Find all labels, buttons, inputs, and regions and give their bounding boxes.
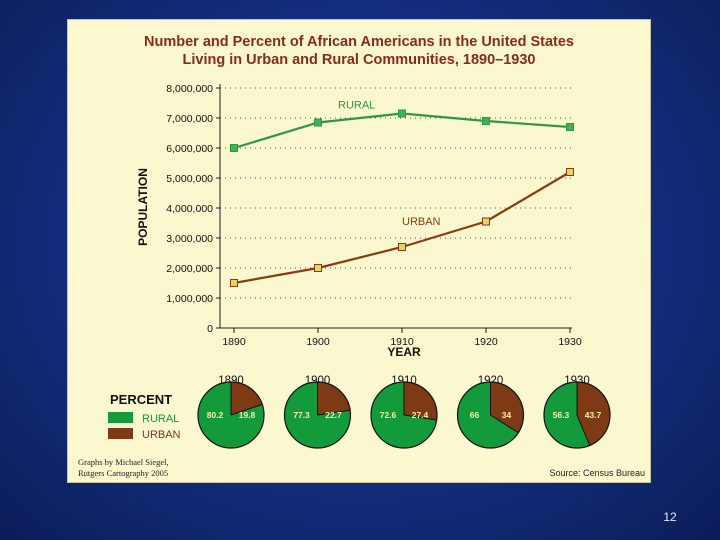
x-tick-label: 1910	[390, 336, 414, 348]
y-tick-label: 1,000,000	[166, 293, 213, 305]
chart-subtitle: Living in Urban and Rural Communities, 1…	[183, 52, 536, 68]
grid-layer	[220, 87, 572, 299]
y-tick-label: 5,000,000	[166, 173, 213, 185]
legend-swatch-urban	[108, 428, 133, 439]
data-point	[482, 217, 490, 226]
series-layer: RURAL URBAN	[230, 100, 574, 287]
legend-label-rural: RURAL	[142, 413, 179, 425]
series-label-urban: URBAN	[402, 216, 441, 228]
axis-layer: 0 1,000,000 2,000,000 3,000,000 4,000,000 5,0…	[166, 83, 582, 348]
x-tick-label: 1920	[474, 336, 498, 348]
data-point	[398, 243, 406, 251]
legend-swatch-rural	[108, 412, 133, 423]
pie-value-urban: 22.7	[325, 410, 342, 420]
y-tick-label: 0	[207, 323, 213, 335]
pie-value-urban: 34	[502, 410, 512, 420]
y-tick-label: 8,000,000	[166, 83, 213, 95]
y-tick-label: 4,000,000	[166, 203, 213, 215]
pie-value-rural: 80.2	[207, 410, 224, 420]
pie-slice-urban	[317, 382, 351, 415]
y-tick-label: 7,000,000	[166, 113, 213, 125]
pie-value-rural: 72.6	[380, 410, 397, 420]
data-point	[230, 279, 238, 287]
pie-value-urban: 19.8	[239, 410, 256, 420]
pie-divider	[403, 414, 437, 421]
data-point	[314, 118, 322, 127]
pie-value-rural: 56.3	[553, 410, 570, 420]
pie-legend: PERCENT RURAL URBAN	[108, 392, 181, 441]
pie-slice-urban	[404, 382, 438, 420]
data-point	[482, 117, 490, 125]
pie-divider	[230, 403, 263, 416]
x-tick-label: 1890	[222, 336, 246, 348]
pie-divider	[490, 414, 519, 434]
data-point	[566, 168, 574, 176]
chart-title: Number and Percent of African Americans …	[144, 34, 574, 50]
x-tick-label: 1900	[306, 336, 330, 348]
x-tick-label: 1930	[558, 336, 582, 348]
credit-line-2: Rutgers Cartography 2005	[78, 468, 168, 478]
series-line-rural	[233, 112, 571, 150]
pie-divider	[576, 414, 591, 446]
pie-value-rural: 66	[470, 410, 480, 420]
y-tick-label: 6,000,000	[166, 143, 213, 155]
pie-value-rural: 77.3	[293, 410, 310, 420]
credit-line-1: Graphs by Michael Siegel,	[78, 457, 169, 467]
chart-svg: Number and Percent of African Americans …	[78, 34, 645, 478]
legend-label-urban: URBAN	[142, 429, 181, 441]
pie-divider	[317, 409, 351, 416]
pie-value-urban: 43.7	[585, 410, 602, 420]
pie-value-urban: 27.4	[412, 410, 429, 420]
legend-title: PERCENT	[110, 392, 172, 407]
page-number: 12	[663, 510, 677, 524]
chart-panel: Number and Percent of African Americans …	[68, 20, 650, 482]
pie-slice-urban	[577, 382, 611, 446]
series-label-rural: RURAL	[338, 100, 375, 112]
x-axis-title: YEAR	[387, 345, 421, 359]
data-point	[230, 144, 238, 152]
source-note: Source: Census Bureau	[549, 468, 645, 478]
data-point	[566, 123, 574, 131]
y-axis-title: POPULATION	[136, 168, 150, 246]
y-tick-label: 2,000,000	[166, 263, 213, 275]
data-point	[398, 109, 406, 118]
data-point	[314, 264, 322, 272]
y-tick-label: 3,000,000	[166, 233, 213, 245]
